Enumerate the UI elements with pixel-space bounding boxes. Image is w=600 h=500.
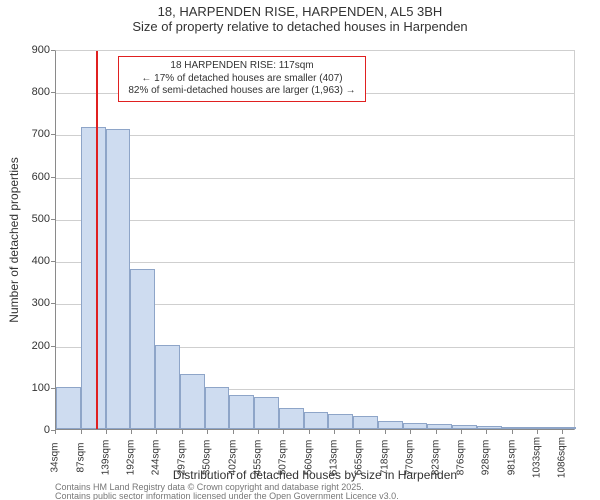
histogram-bar [328,414,353,429]
xtick-mark [334,430,335,434]
histogram-bar [155,345,180,429]
footer-line-2: Contains public sector information licen… [55,492,399,500]
xtick-mark [436,430,437,434]
histogram-bar [180,374,205,429]
histogram-bar [130,269,155,429]
histogram-bar [229,395,254,429]
ytick-label: 400 [10,255,50,267]
xtick-mark [309,430,310,434]
xtick-mark [233,430,234,434]
chart-title-block: 18, HARPENDEN RISE, HARPENDEN, AL5 3BH S… [0,4,600,34]
histogram-bar [452,425,477,429]
xtick-mark [486,430,487,434]
xtick-mark [131,430,132,434]
histogram-bar [353,416,378,429]
x-axis-label: Distribution of detached houses by size … [55,468,575,482]
ytick-label: 600 [10,171,50,183]
chart-title-line-2: Size of property relative to detached ho… [0,19,600,34]
histogram-bar [254,397,279,429]
xtick-mark [207,430,208,434]
xtick-mark [106,430,107,434]
ytick-label: 500 [10,213,50,225]
xtick-mark [512,430,513,434]
histogram-bar [81,127,106,429]
ytick-label: 200 [10,340,50,352]
histogram-bar [502,427,527,429]
gridline-h [56,220,574,221]
xtick-mark [562,430,563,434]
gridline-h [56,262,574,263]
ytick-label: 700 [10,128,50,140]
footer-attribution: Contains HM Land Registry data © Crown c… [55,483,399,500]
histogram-bar [477,426,502,429]
xtick-mark [410,430,411,434]
xtick-mark [283,430,284,434]
xtick-mark [81,430,82,434]
xtick-mark [258,430,259,434]
xtick-mark [359,430,360,434]
annotation-line: ← 17% of detached houses are smaller (40… [123,73,361,86]
ytick-label: 800 [10,86,50,98]
reference-marker-line [96,51,98,429]
xtick-mark [537,430,538,434]
xtick-mark [156,430,157,434]
xtick-mark [55,430,56,434]
annotation-line: 18 HARPENDEN RISE: 117sqm [123,60,361,73]
histogram-bar [378,421,403,429]
ytick-label: 100 [10,382,50,394]
gridline-h [56,178,574,179]
histogram-bar [304,412,329,429]
histogram-bar [551,427,576,429]
histogram-bar [279,408,304,429]
chart-root: 18, HARPENDEN RISE, HARPENDEN, AL5 3BH S… [0,0,600,500]
histogram-bar [205,387,230,429]
ytick-label: 0 [10,424,50,436]
xtick-mark [385,430,386,434]
histogram-bar [526,427,551,429]
histogram-bar [56,387,81,429]
histogram-bar [403,423,428,429]
plot-area: 18 HARPENDEN RISE: 117sqm← 17% of detach… [55,50,575,430]
chart-title-line-1: 18, HARPENDEN RISE, HARPENDEN, AL5 3BH [0,4,600,19]
histogram-bar [106,129,131,429]
ytick-label: 900 [10,44,50,56]
xtick-mark [461,430,462,434]
annotation-line: 82% of semi-detached houses are larger (… [123,85,361,98]
xtick-mark [182,430,183,434]
annotation-box: 18 HARPENDEN RISE: 117sqm← 17% of detach… [118,56,366,102]
gridline-h [56,135,574,136]
ytick-label: 300 [10,297,50,309]
histogram-bar [427,424,452,429]
